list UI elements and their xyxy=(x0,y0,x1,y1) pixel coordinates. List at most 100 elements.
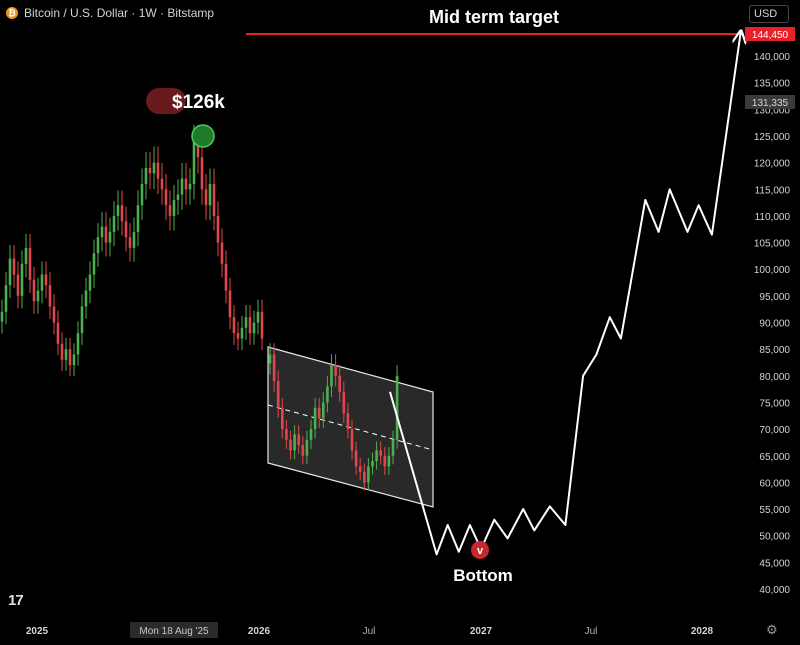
candle-body xyxy=(188,183,192,190)
candle-body xyxy=(140,183,144,206)
candle-body xyxy=(180,178,184,195)
candle-body xyxy=(184,178,188,190)
price-tick-label: 45,000 xyxy=(759,558,790,569)
price-tick-label: 65,000 xyxy=(759,452,790,463)
candle-body xyxy=(313,407,317,430)
candle-body xyxy=(40,274,44,291)
candle-body xyxy=(252,322,256,334)
candle-body xyxy=(196,141,200,158)
price-axis[interactable]: 140,000 135,000 130,000 125,000 120,000 115,0… xyxy=(754,52,791,596)
candle-body xyxy=(224,263,228,291)
bottom-label: Bottom xyxy=(453,566,512,585)
descending-channel xyxy=(267,346,434,508)
candle-body xyxy=(236,333,240,339)
candle-body xyxy=(281,407,284,430)
time-axis[interactable]: Mon 18 Aug '25 2025 2026 Jul 2027 Jul 20… xyxy=(26,622,714,638)
symbol-header[interactable]: ₿ Bitcoin / U.S. Dollar · 1W · Bitstamp xyxy=(6,6,214,20)
symbol-title: Bitcoin / U.S. Dollar · 1W · Bitstamp xyxy=(24,6,215,20)
candle-body xyxy=(100,226,104,238)
candle-body xyxy=(285,429,288,440)
settings-gear-icon[interactable]: ⚙ xyxy=(766,622,778,637)
candle-body xyxy=(204,189,208,206)
target-price-badge: 144,450 xyxy=(745,27,795,41)
candle-body xyxy=(317,407,321,419)
channel-candles xyxy=(268,343,399,491)
candle-body xyxy=(128,237,132,248)
price-tick-label: 120,000 xyxy=(754,159,791,170)
current-price-badge: 131,335 xyxy=(745,95,795,109)
candle-body xyxy=(289,439,292,451)
current-price-label: 131,335 xyxy=(752,98,789,109)
candle-body xyxy=(268,354,272,364)
candle-body xyxy=(220,242,224,264)
candle-body xyxy=(272,354,276,382)
time-label-2025: 2025 xyxy=(26,626,49,637)
candle-body xyxy=(375,450,378,462)
peak-annotation: $126k xyxy=(146,88,225,148)
candle-body xyxy=(8,258,12,286)
candle-body xyxy=(297,434,300,446)
candle-body xyxy=(20,263,24,296)
price-tick-label: 105,000 xyxy=(754,239,791,250)
candle-body xyxy=(240,327,244,339)
bottom-annotation: v Bottom xyxy=(453,541,513,585)
candle-body xyxy=(228,290,232,318)
bottom-marker xyxy=(471,541,489,559)
candle-body xyxy=(116,205,120,216)
candle-body xyxy=(276,381,280,408)
price-tick-label: 55,000 xyxy=(759,505,790,516)
candle-body xyxy=(363,471,366,483)
time-label-2027: 2027 xyxy=(470,626,493,637)
candle-body xyxy=(208,183,212,206)
candle-body xyxy=(76,333,80,355)
candle-body xyxy=(148,167,152,174)
bitcoin-icon: ₿ xyxy=(6,7,18,19)
candle-body xyxy=(124,221,128,238)
candle-body xyxy=(156,162,160,179)
price-tick-label: 70,000 xyxy=(759,425,790,436)
candle-body xyxy=(371,461,374,467)
price-tick-label: 60,000 xyxy=(759,478,790,489)
candle-body xyxy=(52,306,56,323)
price-tick-label: 130,000 xyxy=(754,105,791,116)
candle-body xyxy=(232,317,236,334)
candle-body xyxy=(358,466,362,472)
candle-body xyxy=(338,375,341,392)
candle-body xyxy=(342,391,346,414)
candle-body xyxy=(387,455,391,467)
candle-body xyxy=(120,205,124,222)
candle-body xyxy=(172,199,176,216)
candle-body xyxy=(326,386,329,403)
price-tick-label: 115,000 xyxy=(755,185,791,196)
candle-body xyxy=(104,226,108,243)
chart-title: Mid term target xyxy=(429,7,559,27)
candle-body xyxy=(80,306,84,334)
candle-body xyxy=(301,445,305,456)
candle-body xyxy=(391,439,395,456)
candle-body xyxy=(367,466,370,483)
candle-body xyxy=(168,205,172,216)
candle-body xyxy=(383,455,387,467)
candle-body xyxy=(136,205,140,232)
price-tick-label: 140,000 xyxy=(754,52,791,63)
price-tick-label: 110,000 xyxy=(755,212,791,223)
candle-body xyxy=(334,365,337,376)
candle-body xyxy=(28,247,32,280)
currency-selector[interactable]: USD xyxy=(749,5,789,23)
candle-body xyxy=(160,178,164,190)
candle-body xyxy=(16,274,20,296)
crosshair-date: Mon 18 Aug '25 xyxy=(139,626,209,637)
candle-body xyxy=(88,274,92,291)
candle-body xyxy=(379,450,382,456)
candle-body xyxy=(144,167,148,184)
time-label-jul-2026: Jul xyxy=(363,626,376,637)
candle-body xyxy=(4,285,8,312)
candle-body xyxy=(305,439,309,456)
candle-body xyxy=(112,215,116,232)
candle-body xyxy=(96,237,100,254)
candle-body xyxy=(12,258,16,275)
candle-body xyxy=(152,162,156,174)
candle-body xyxy=(346,413,350,430)
bottom-marker-glyph: v xyxy=(477,545,484,557)
